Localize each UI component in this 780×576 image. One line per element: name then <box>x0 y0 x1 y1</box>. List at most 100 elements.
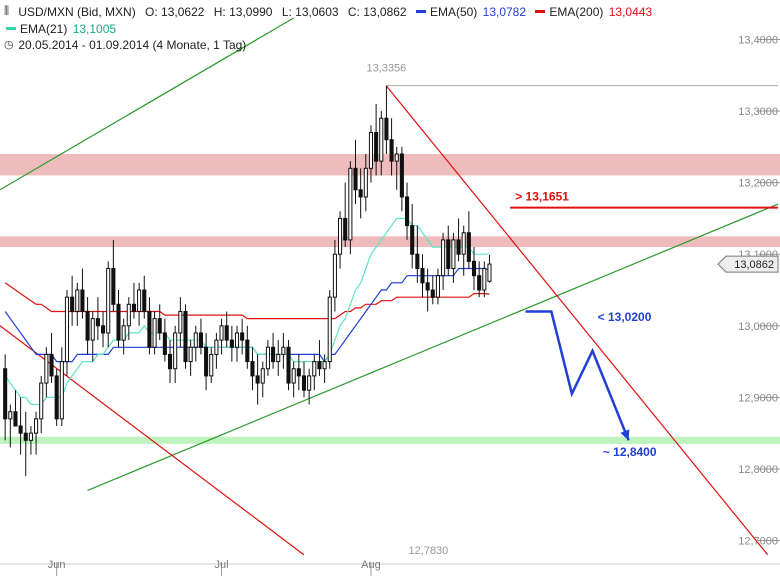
candle-body <box>358 189 363 198</box>
candle-body <box>281 346 286 355</box>
candle-body <box>152 318 157 348</box>
candle-body <box>296 368 301 377</box>
candle-body <box>70 296 75 312</box>
candle-body <box>466 232 471 262</box>
candle-body <box>420 268 425 284</box>
candle-body <box>327 296 332 363</box>
candle-body <box>301 375 307 391</box>
annotation-label: > 13,1651 <box>515 190 569 204</box>
candle-body <box>28 432 33 441</box>
candle-body <box>404 196 410 227</box>
x-tick-label: Jul <box>215 559 229 571</box>
candle-body <box>75 289 80 312</box>
candle-body <box>80 289 85 312</box>
candle-body <box>343 217 348 241</box>
candle-body <box>482 268 487 291</box>
candle-body <box>157 318 162 334</box>
candle-body <box>286 346 291 384</box>
candle-body <box>430 289 435 298</box>
candle-body <box>126 303 131 327</box>
candle-body <box>167 353 173 370</box>
candle-body <box>265 346 270 370</box>
candle-body <box>13 411 18 427</box>
candle-body <box>198 332 203 348</box>
candle-body <box>3 368 8 420</box>
ema200-label: EMA(200) <box>549 4 604 19</box>
candle-body <box>461 232 466 255</box>
candle-body <box>162 332 167 355</box>
candle-body <box>131 303 137 312</box>
candle-body <box>307 375 312 391</box>
candle-body <box>435 275 440 298</box>
candle-body <box>234 332 240 348</box>
candle-body <box>245 339 250 363</box>
candle-body <box>384 117 389 141</box>
projection-arrowhead <box>620 429 630 441</box>
ema21-value: 13,1005 <box>72 21 117 36</box>
candle-body <box>374 132 379 162</box>
candle-body <box>193 332 198 348</box>
candle-body <box>147 310 152 348</box>
close-value: C: 13,0862 <box>347 4 407 19</box>
zone-0 <box>0 154 780 176</box>
candle-body <box>353 167 358 191</box>
x-tick-label: Jun <box>48 559 66 571</box>
candle-body <box>368 132 374 169</box>
candle-body <box>49 353 54 377</box>
candle-body <box>317 361 322 370</box>
annotation-label: ~ 12,8400 <box>603 445 657 459</box>
candle-body <box>487 263 492 282</box>
high-value: H: 13,0990 <box>213 4 273 19</box>
candle-body <box>173 332 178 370</box>
ema200-swatch <box>535 10 546 14</box>
candle-body <box>250 361 255 377</box>
candle-body <box>59 361 64 420</box>
candle-body <box>425 282 430 291</box>
candle-body <box>441 239 446 277</box>
ema21-swatch <box>6 27 16 31</box>
ema50-swatch <box>415 10 426 14</box>
candle-body <box>137 289 142 312</box>
candle-body <box>214 339 219 355</box>
candle-body <box>101 325 106 334</box>
candle-body <box>209 353 214 377</box>
candle-body <box>188 346 193 363</box>
legend-row-1: ⫼ USD/MXN (Bid, MXN) O: 13,0622 H: 13,09… <box>4 4 652 19</box>
y-tick-label: 12,8000 <box>738 464 778 476</box>
zone-1 <box>0 236 780 248</box>
zone-2 <box>0 436 780 444</box>
low-value: L: 13,0603 <box>281 4 339 19</box>
candle-body <box>183 310 188 363</box>
legend-row-2: EMA(21) 13,1005 <box>4 21 116 36</box>
candle-body <box>276 353 281 363</box>
last-price-label: 13,0862 <box>734 259 774 271</box>
candle-body <box>90 318 95 341</box>
candle-body <box>477 275 482 291</box>
y-tick-label: 12,9000 <box>738 392 778 404</box>
candle-body <box>260 368 265 384</box>
candle-body <box>399 153 404 198</box>
candle-body <box>240 332 245 341</box>
last-price-tag <box>717 255 779 273</box>
candle-body <box>312 361 317 377</box>
candle-body <box>446 239 451 270</box>
candle-body <box>271 346 276 363</box>
candle-body <box>322 361 327 370</box>
date-range: 20.05.2014 - 01.09.2014 (4 Monate, 1 Tag… <box>18 37 247 52</box>
candle-body <box>204 346 209 377</box>
candle-body <box>8 411 13 420</box>
candle-body <box>332 253 337 298</box>
min-label: 12,7830 <box>409 545 449 557</box>
candle-body <box>451 239 456 270</box>
ema200-value: 13,0443 <box>608 4 653 19</box>
candle-body <box>106 268 111 334</box>
ema50-value: 13,0782 <box>482 4 527 19</box>
trendline-3 <box>385 85 769 556</box>
annotation-label: < 13,0200 <box>598 310 652 324</box>
candle-body <box>85 310 90 341</box>
candle-body <box>23 432 28 441</box>
candle-body <box>394 153 399 162</box>
candle-body <box>379 117 384 162</box>
candle-body <box>44 353 49 384</box>
